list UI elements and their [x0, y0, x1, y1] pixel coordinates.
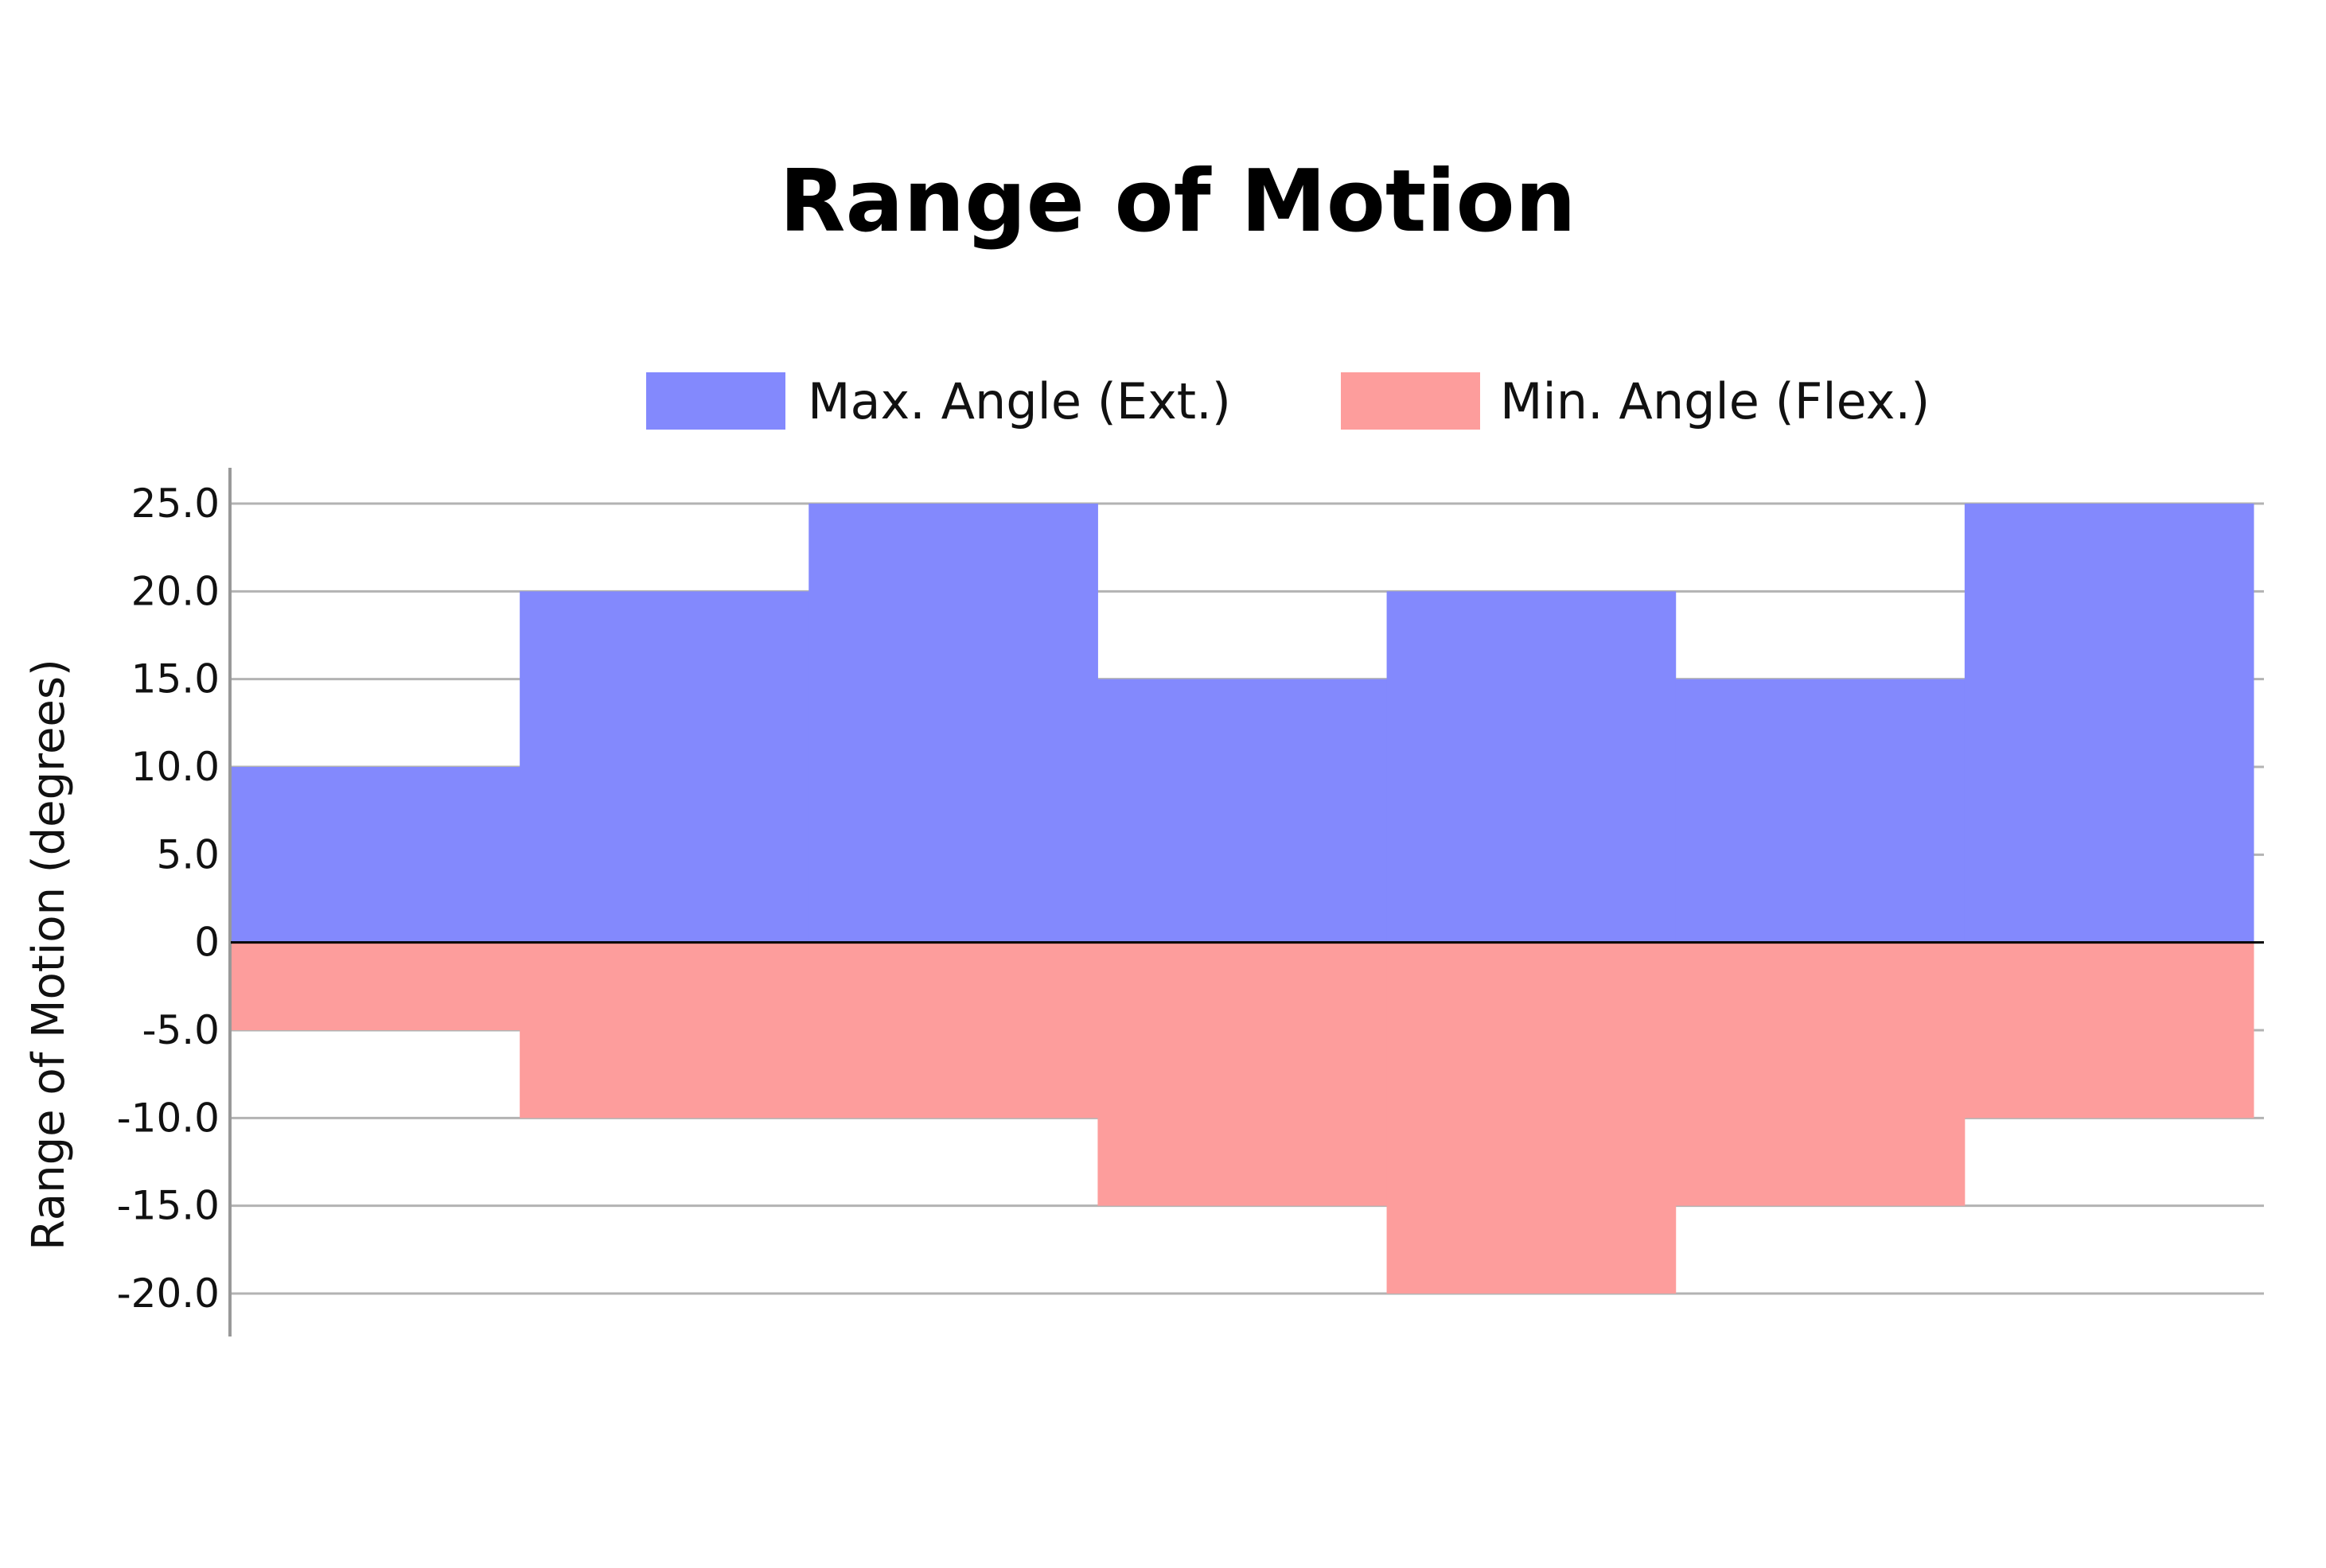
bars — [231, 504, 2254, 1294]
y-tick-label: -5.0 — [142, 1007, 220, 1053]
y-tick-label: -20.0 — [117, 1270, 220, 1317]
y-axis-label: Range of Motion (degrees) — [23, 659, 75, 1251]
legend-label-min: Min. Angle (Flex.) — [1500, 372, 1930, 430]
legend-label-max: Max. Angle (Ext.) — [808, 372, 1231, 430]
axes — [228, 468, 2264, 1336]
bar-min-angle — [1386, 942, 1677, 1294]
chart-title: Range of Motion — [779, 152, 1576, 251]
bar-max-angle — [231, 767, 520, 943]
y-tick-label: -15.0 — [117, 1183, 220, 1229]
bar-max-angle — [1964, 504, 2254, 943]
y-tick-label: 0 — [194, 920, 220, 966]
legend-swatch-min — [1341, 372, 1480, 430]
y-tick-label: 25.0 — [131, 481, 220, 527]
bar-max-angle — [520, 591, 809, 943]
bar-min-angle — [520, 942, 809, 1119]
bar-min-angle — [1964, 942, 2254, 1119]
y-tick-label: 5.0 — [156, 831, 220, 877]
bar-min-angle — [1097, 942, 1388, 1206]
bar-min-angle — [808, 942, 1098, 1119]
bar-min-angle — [231, 942, 520, 1030]
bar-max-angle — [1097, 679, 1388, 943]
bar-max-angle — [808, 504, 1098, 943]
y-tick-label: 15.0 — [131, 656, 220, 702]
y-tick-label: -10.0 — [117, 1095, 220, 1141]
y-tick-labels: 25.0 20.0 15.0 10.0 5.0 0 -5.0 -10.0 -15.0 -20.0 — [117, 481, 220, 1317]
bar-max-angle — [1386, 591, 1677, 943]
legend: Max. Angle (Ext.) Min. Angle (Flex.) — [646, 372, 1930, 430]
y-tick-label: 20.0 — [131, 568, 220, 614]
bar-min-angle — [1675, 942, 1966, 1206]
legend-swatch-max — [646, 372, 785, 430]
y-tick-label: 10.0 — [131, 744, 220, 790]
bar-max-angle — [1675, 679, 1966, 943]
